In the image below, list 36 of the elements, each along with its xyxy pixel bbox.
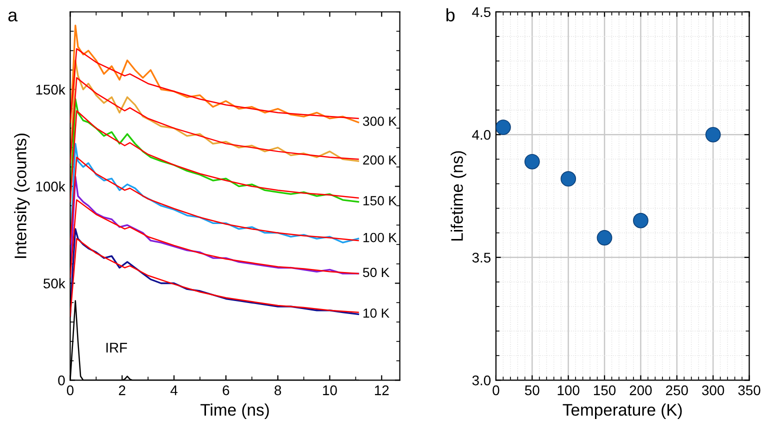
y-axis-title: Lifetime (ns)	[450, 151, 466, 240]
x-tick-label: 6	[222, 385, 230, 396]
x-tick-label: 300	[702, 385, 724, 396]
y-tick-label: 3.0	[472, 375, 491, 386]
x-tick-label: 0	[66, 385, 74, 396]
x-axis-title: Time (ns)	[200, 404, 269, 420]
annotation: IRF	[106, 342, 127, 352]
x-tick-label: 200	[630, 385, 652, 396]
series-label: 10 K	[363, 308, 390, 318]
x-tick-label: 100	[558, 385, 580, 396]
chart-title: b	[446, 8, 455, 22]
series-label: 100 K	[363, 232, 397, 242]
x-tick-label: 50	[524, 385, 540, 396]
y-tick-label: 3.5	[472, 252, 491, 263]
chart-title: a	[8, 12, 18, 22]
y-tick-label: 4.0	[472, 130, 491, 140]
series-label: 300 K	[362, 116, 397, 126]
x-tick-label: 250	[666, 385, 688, 396]
y-tick-label: 50k	[44, 278, 66, 288]
x-tick-label: 10	[323, 385, 337, 396]
x-tick-label: 0	[492, 385, 500, 396]
series-label: 200 K	[363, 155, 397, 165]
series-label: 50 K	[362, 268, 390, 278]
x-tick-label: 8	[274, 385, 282, 396]
x-tick-label: 2	[118, 385, 126, 396]
x-tick-label: 12	[374, 385, 389, 396]
series-label: 150 K	[363, 196, 397, 206]
y-tick-label: 150k	[36, 84, 66, 95]
x-tick-label: 350	[738, 385, 760, 396]
y-axis-title: Intensity (counts)	[14, 134, 30, 258]
y-tick-label: 0	[58, 375, 65, 386]
x-tick-label: 4	[170, 386, 178, 396]
x-tick-label: 150	[594, 385, 616, 396]
y-tick-label: 4.5	[472, 7, 491, 18]
y-tick-label: 100k	[36, 181, 66, 192]
x-axis-title: Temperature (K)	[562, 404, 682, 420]
